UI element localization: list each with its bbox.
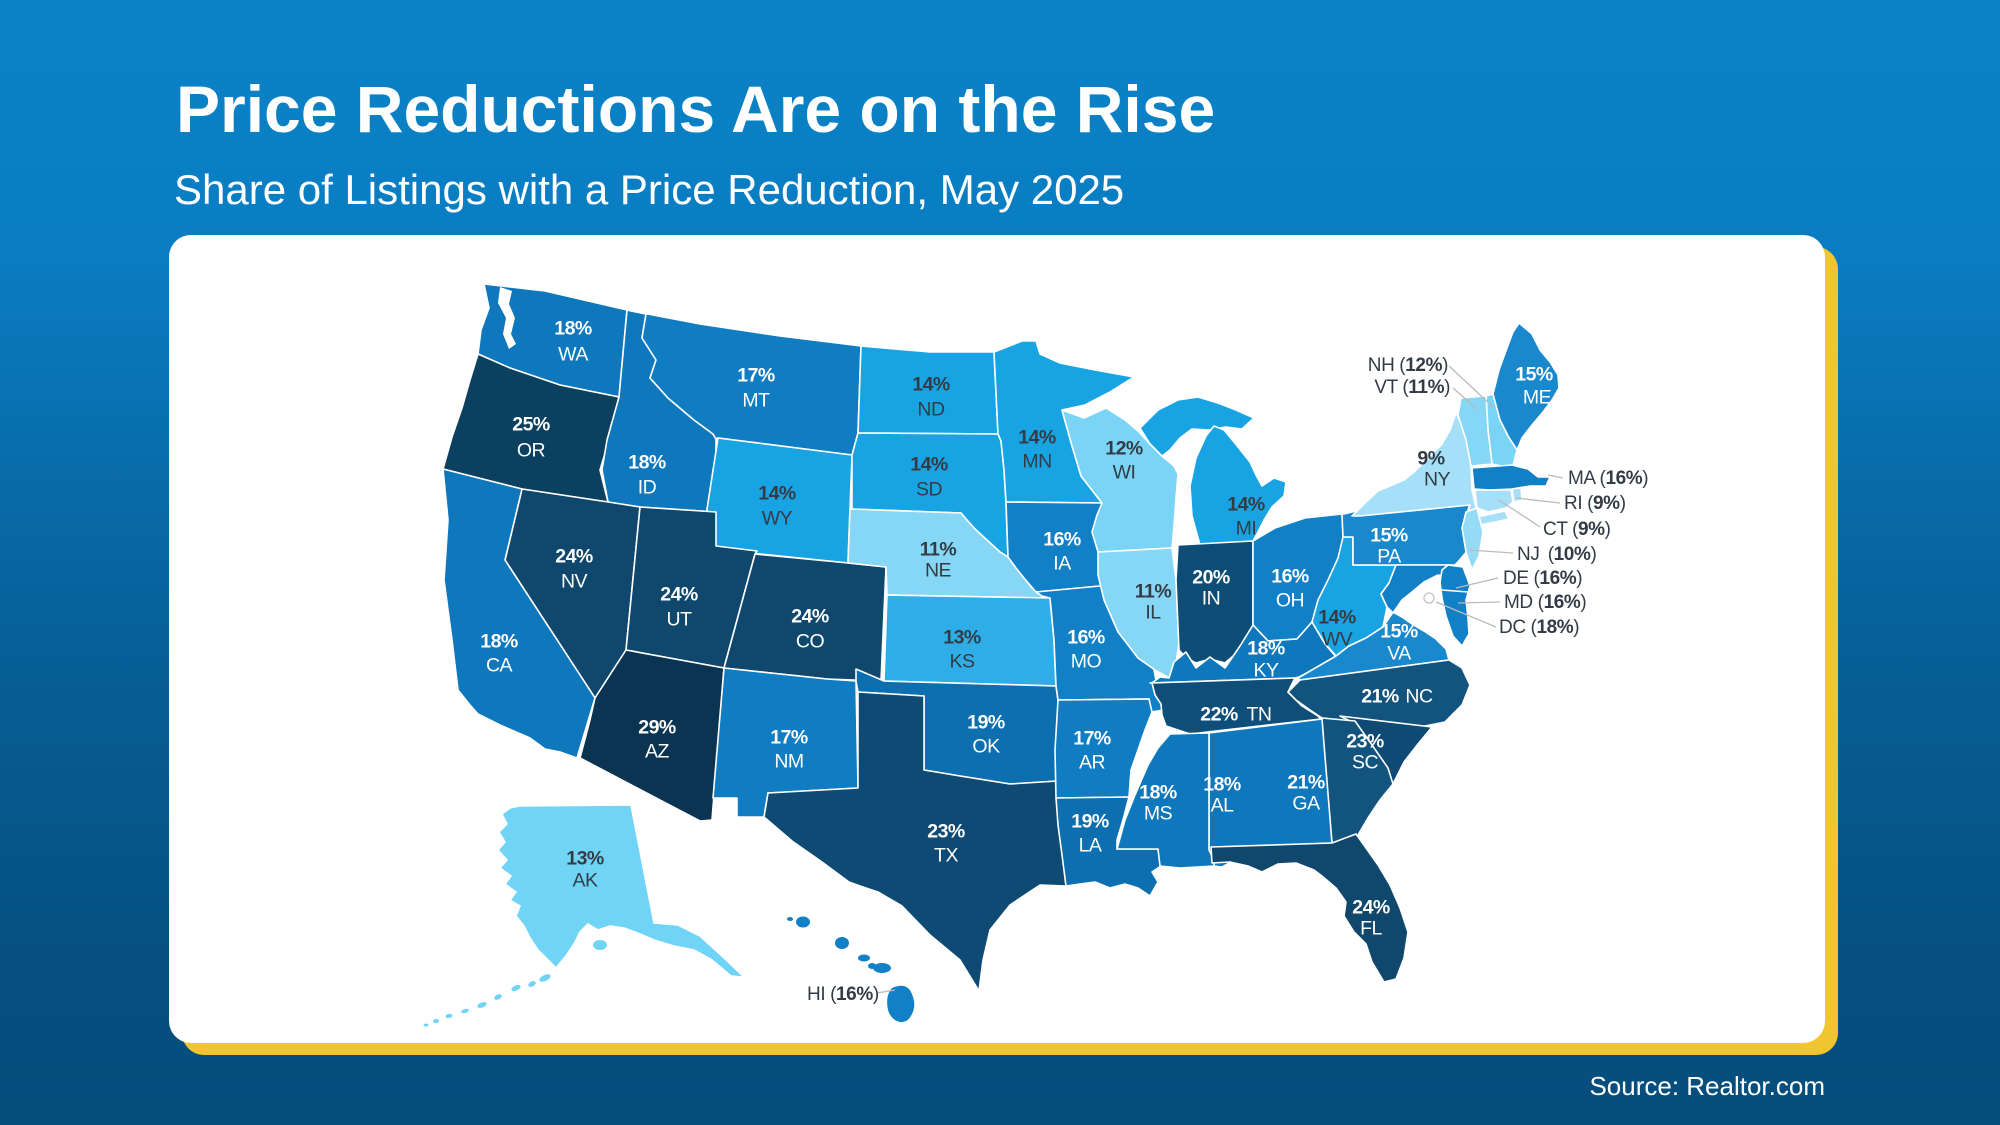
svg-text:25%: 25% (512, 414, 550, 436)
svg-text:LA: LA (1079, 835, 1102, 857)
svg-text:14%: 14% (1318, 607, 1356, 629)
svg-text:21%: 21% (1287, 772, 1325, 794)
svg-text:ID: ID (638, 477, 657, 499)
svg-text:OH: OH (1276, 590, 1304, 612)
svg-text:15%: 15% (1370, 525, 1408, 547)
svg-text:21%: 21% (1361, 686, 1399, 708)
svg-text:MT: MT (742, 390, 770, 412)
svg-text:24%: 24% (660, 584, 698, 606)
svg-text:VA: VA (1387, 643, 1411, 665)
svg-text:15%: 15% (1380, 621, 1418, 643)
svg-text:AZ: AZ (645, 741, 670, 763)
svg-text:Share of Listings with a Price: Share of Listings with a Price Reduction… (174, 166, 1124, 213)
svg-text:IA: IA (1053, 553, 1071, 575)
svg-text:19%: 19% (967, 712, 1005, 734)
svg-text:ME: ME (1523, 387, 1552, 409)
svg-text:18%: 18% (1247, 638, 1285, 660)
svg-text:CT (9%): CT (9%) (1543, 519, 1611, 540)
svg-text:18%: 18% (554, 318, 592, 340)
svg-text:15%: 15% (1515, 364, 1553, 386)
svg-text:16%: 16% (1271, 566, 1309, 588)
svg-text:22%: 22% (1200, 704, 1238, 726)
svg-text:MD (16%): MD (16%) (1504, 592, 1586, 613)
svg-text:17%: 17% (770, 727, 808, 749)
svg-text:11%: 11% (1135, 581, 1172, 603)
svg-text:11%: 11% (920, 539, 957, 561)
svg-text:AL: AL (1211, 795, 1235, 817)
svg-text:TN: TN (1247, 704, 1272, 726)
svg-text:MN: MN (1022, 451, 1051, 473)
svg-text:23%: 23% (927, 821, 965, 843)
svg-text:29%: 29% (638, 717, 676, 739)
svg-text:24%: 24% (555, 546, 593, 568)
svg-text:HI (16%): HI (16%) (807, 984, 879, 1005)
svg-text:19%: 19% (1071, 811, 1109, 833)
svg-text:9%: 9% (1417, 448, 1444, 470)
svg-text:NV: NV (561, 571, 588, 593)
svg-text:OK: OK (972, 736, 1000, 758)
svg-text:MA (16%): MA (16%) (1568, 468, 1648, 489)
svg-text:16%: 16% (1067, 627, 1105, 649)
svg-text:KY: KY (1253, 660, 1279, 682)
svg-text:FL: FL (1360, 918, 1382, 940)
svg-text:14%: 14% (758, 483, 796, 505)
svg-text:18%: 18% (480, 631, 518, 653)
svg-text:TX: TX (934, 845, 958, 867)
svg-text:14%: 14% (912, 374, 950, 396)
svg-text:MI: MI (1236, 518, 1257, 540)
svg-text:MO: MO (1071, 651, 1102, 673)
svg-text:SC: SC (1352, 752, 1379, 774)
svg-text:RI (9%): RI (9%) (1564, 493, 1626, 514)
svg-text:18%: 18% (1139, 782, 1177, 804)
svg-text:17%: 17% (737, 365, 775, 387)
svg-text:13%: 13% (943, 627, 981, 649)
svg-text:16%: 16% (1043, 529, 1081, 551)
svg-text:23%: 23% (1346, 731, 1384, 753)
svg-text:WV: WV (1322, 629, 1353, 651)
svg-text:IN: IN (1202, 588, 1221, 610)
svg-text:UT: UT (667, 609, 693, 631)
svg-text:WY: WY (762, 508, 793, 530)
svg-text:AK: AK (572, 870, 598, 892)
svg-text:SD: SD (916, 479, 943, 501)
svg-text:VT (11%): VT (11%) (1374, 377, 1450, 398)
svg-text:OR: OR (517, 440, 546, 462)
svg-text:KS: KS (949, 651, 975, 673)
svg-text:NH (12%): NH (12%) (1368, 355, 1448, 376)
svg-text:AR: AR (1079, 752, 1106, 774)
svg-text:NJ (10%): NJ (10%) (1517, 544, 1596, 565)
svg-text:DE (16%): DE (16%) (1503, 568, 1582, 589)
svg-text:Source: Realtor.com: Source: Realtor.com (1589, 1071, 1825, 1101)
svg-text:GA: GA (1292, 793, 1320, 815)
svg-text:Price Reductions Are on the Ri: Price Reductions Are on the Rise (176, 72, 1215, 146)
svg-text:14%: 14% (1018, 427, 1056, 449)
svg-text:NM: NM (774, 751, 803, 773)
svg-text:NY: NY (1424, 469, 1451, 491)
svg-text:24%: 24% (791, 606, 829, 628)
svg-text:IL: IL (1145, 602, 1161, 624)
svg-text:14%: 14% (1227, 494, 1265, 516)
svg-text:18%: 18% (1203, 774, 1241, 796)
svg-text:14%: 14% (910, 454, 948, 476)
svg-text:CO: CO (796, 631, 825, 653)
svg-text:ND: ND (917, 399, 945, 421)
svg-text:MS: MS (1144, 803, 1173, 825)
svg-text:18%: 18% (628, 452, 666, 474)
svg-text:17%: 17% (1073, 728, 1111, 750)
svg-text:WI: WI (1113, 462, 1136, 484)
svg-text:CA: CA (486, 655, 513, 677)
svg-text:WA: WA (558, 344, 588, 366)
svg-text:20%: 20% (1192, 567, 1230, 589)
svg-text:NE: NE (925, 560, 952, 582)
svg-text:13%: 13% (566, 848, 604, 870)
svg-text:PA: PA (1377, 546, 1401, 568)
svg-text:24%: 24% (1352, 897, 1390, 919)
svg-text:DC (18%): DC (18%) (1499, 617, 1579, 638)
svg-text:NC: NC (1405, 686, 1433, 708)
svg-text:12%: 12% (1105, 438, 1143, 460)
